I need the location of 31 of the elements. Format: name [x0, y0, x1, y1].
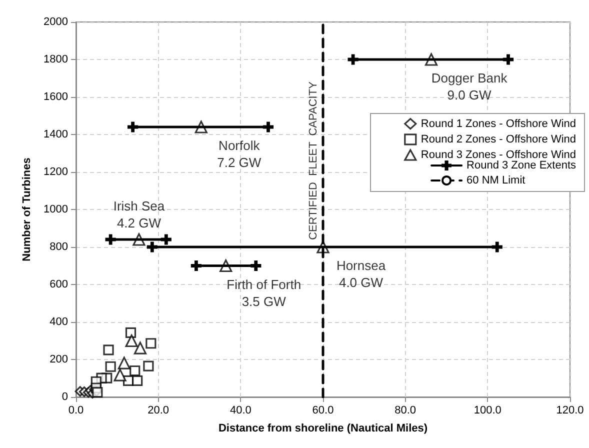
y-tick-label: 400	[50, 316, 68, 328]
annotation: Dogger Bank 9.0 GW	[431, 70, 508, 102]
x-tick-label: 100.0	[474, 404, 502, 416]
x-tick-label: 60.0	[312, 404, 334, 416]
annotation: Irish Sea 4.2 GW	[113, 198, 166, 230]
x-axis-title: Distance from shoreline (Nautical Miles)	[218, 422, 428, 434]
x-tick-label: 40.0	[230, 404, 252, 416]
x-tick-label: 80.0	[394, 404, 416, 416]
y-tick-label: 1200	[44, 166, 68, 178]
legend-label: Round 1 Zones - Offshore Wind	[420, 118, 576, 130]
annotation: Hornsea 4.0 GW	[336, 258, 386, 290]
y-tick-label: 0	[62, 391, 68, 403]
y-tick-label: 1800	[44, 54, 68, 66]
x-tick-label: 0.0	[68, 404, 84, 416]
legend-label: Round 2 Zones - Offshore Wind	[420, 133, 576, 146]
legend-label: Round 3 Zone Extents	[466, 160, 576, 172]
y-tick-label: 1400	[44, 128, 68, 140]
annotation: CERTIFIED FLEET CAPACITY	[308, 80, 320, 240]
y-tick-label: 1000	[44, 204, 68, 216]
legend-label: Round 3 Zones - Offshore Wind	[420, 149, 576, 161]
y-tick-label: 600	[50, 278, 68, 290]
annotation: Norfolk 7.2 GW	[217, 138, 262, 170]
x-tick-label: 120.0	[556, 404, 584, 416]
y-tick-label: 800	[50, 241, 68, 253]
annotation: Firth of Forth 3.5 GW	[226, 276, 302, 309]
y-tick-label: 1600	[44, 91, 68, 103]
x-tick-label: 20.0	[148, 404, 170, 416]
y-axis-title: Number of Turbines	[21, 158, 34, 262]
y-tick-label: 2000	[44, 16, 68, 28]
y-tick-label: 200	[50, 354, 68, 366]
legend-label: 60 NM Limit	[466, 174, 526, 186]
